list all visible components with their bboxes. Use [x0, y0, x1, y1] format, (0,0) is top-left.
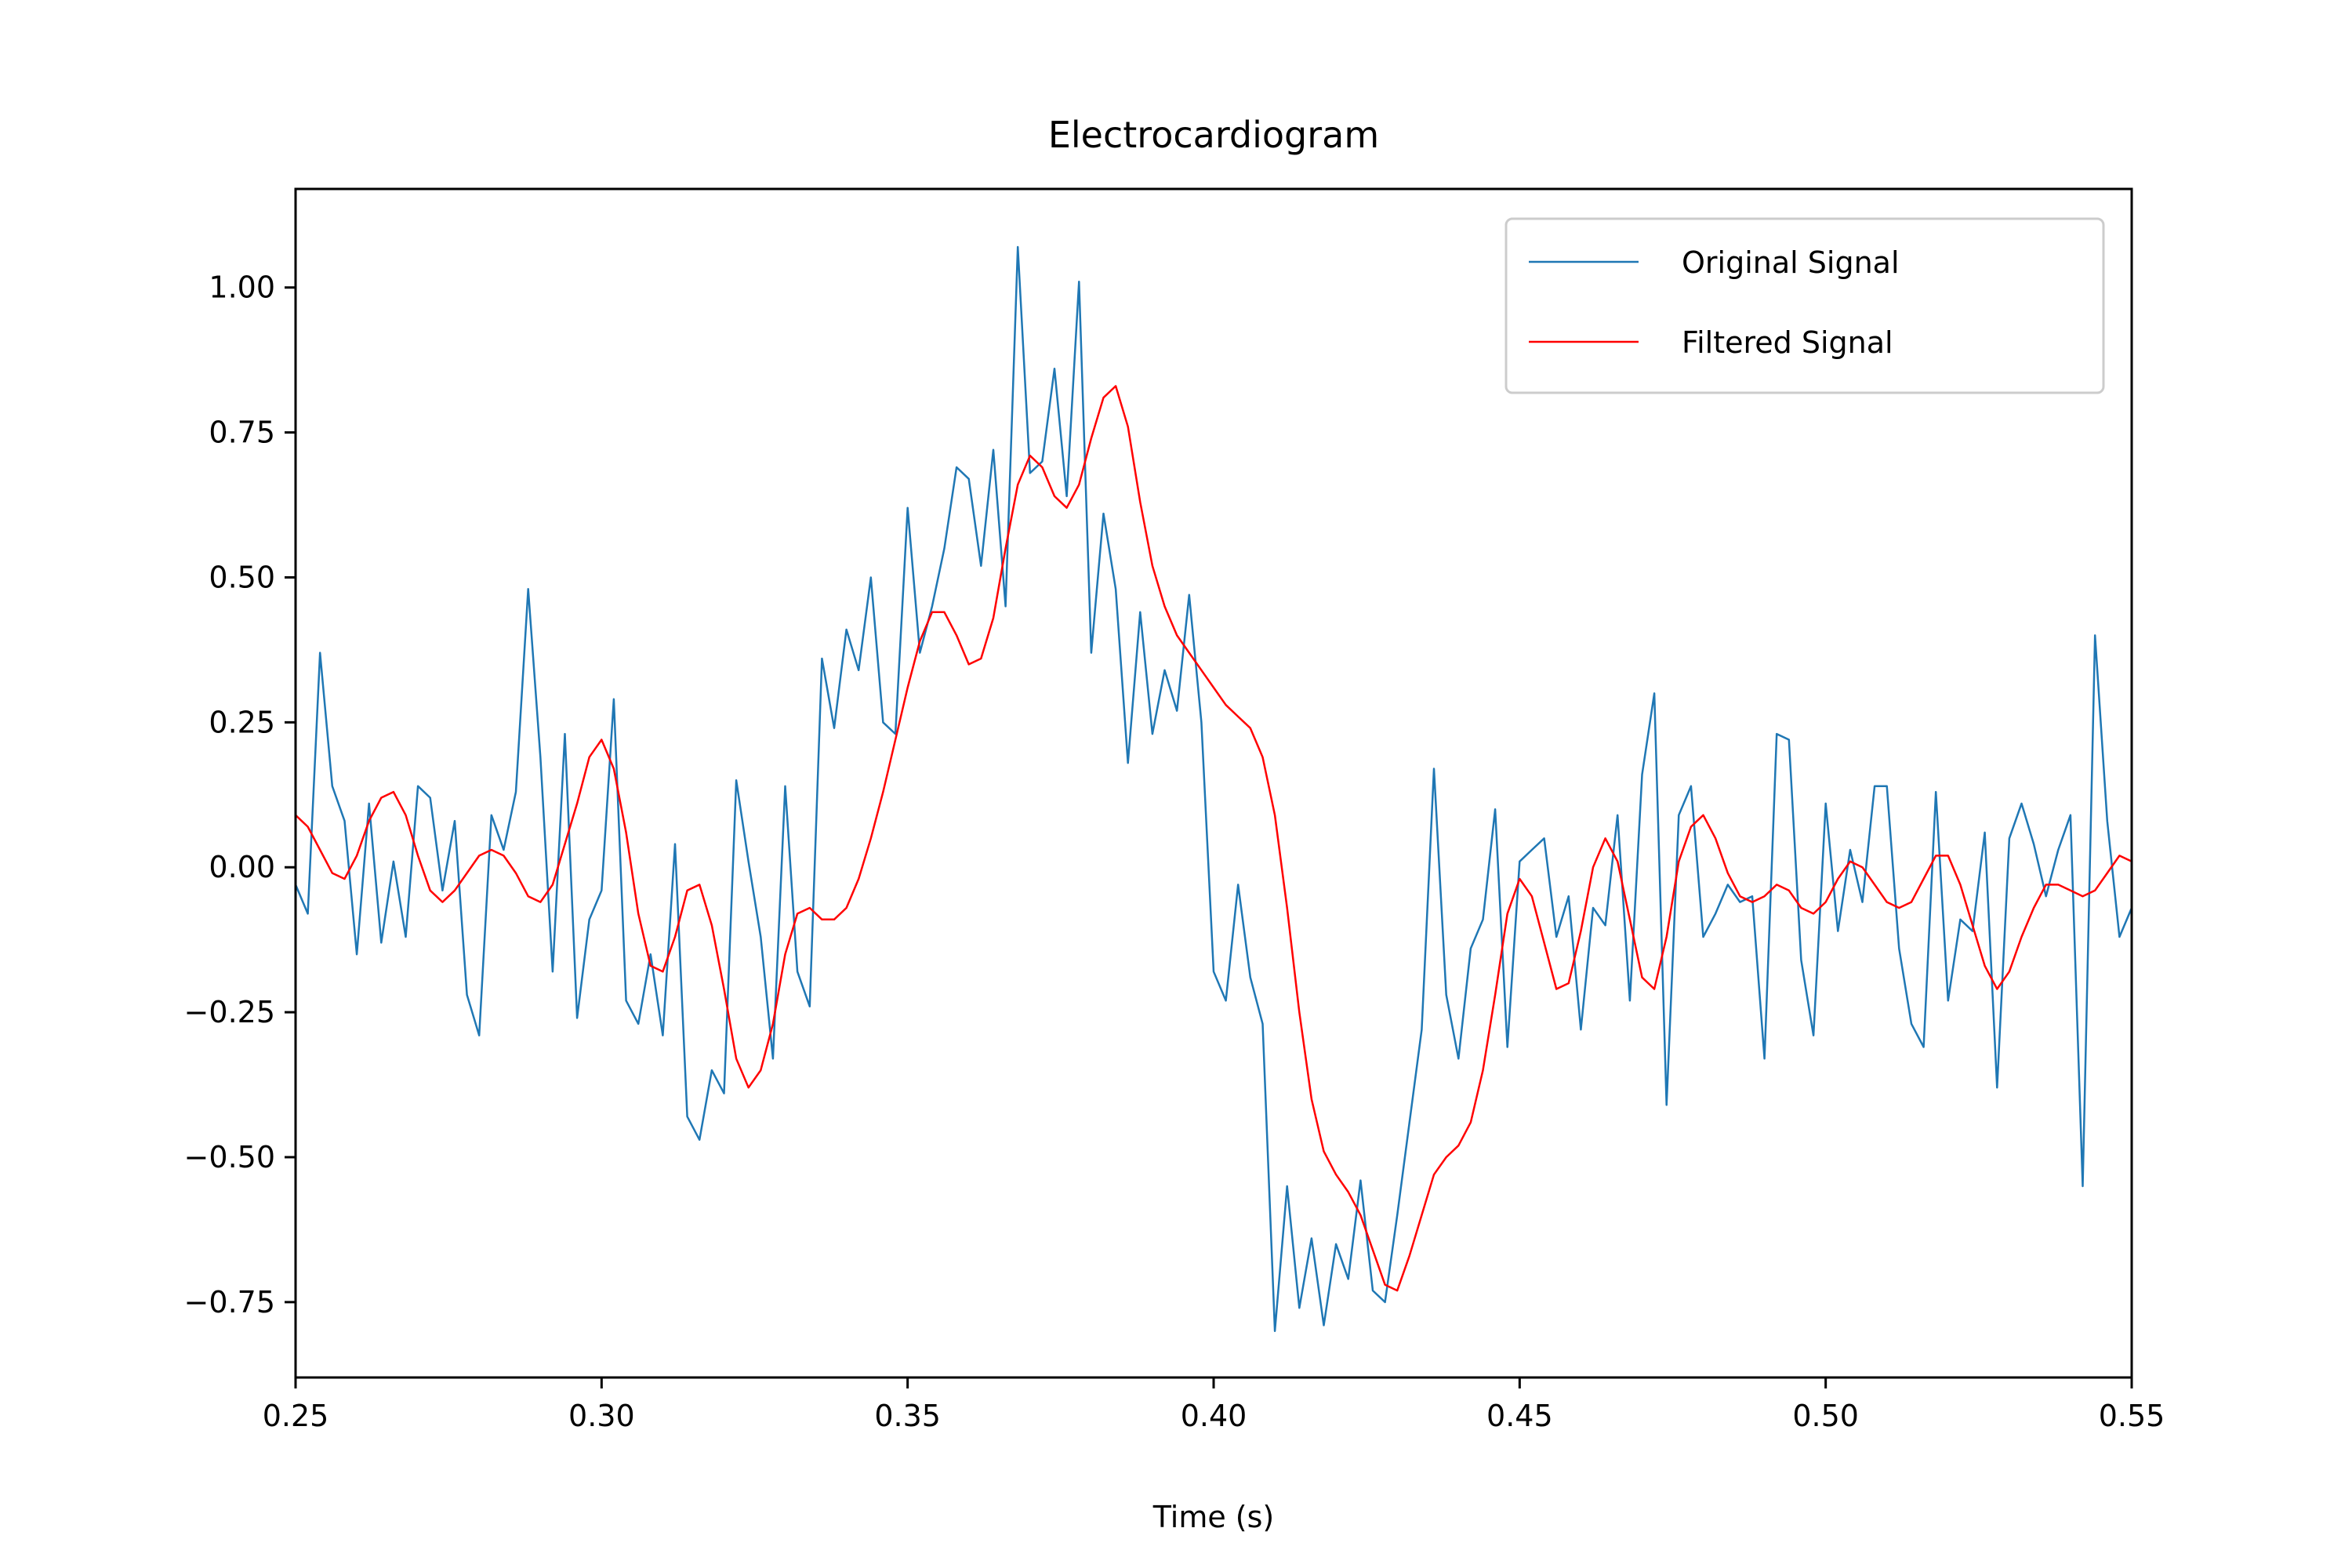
x-tick-label: 0.25: [263, 1399, 329, 1433]
y-tick-label: 0.50: [209, 560, 275, 594]
x-axis-label: Time (s): [1152, 1500, 1275, 1534]
ticks-layer: 0.25 0.30 0.35 0.40 0.45 0.50 0.55 1.00 0.75 0.50…: [184, 270, 2165, 1433]
y-tick-label: 0.75: [209, 416, 275, 450]
chart-title: Electrocardiogram: [1048, 114, 1379, 156]
series-line-original-signal: [296, 245, 2132, 1333]
y-tick-label: −0.25: [184, 995, 275, 1029]
y-tick-label: 0.00: [209, 850, 275, 884]
y-tick-label: 1.00: [209, 270, 275, 305]
x-tick-label: 0.50: [1792, 1399, 1859, 1433]
x-tick-label: 0.55: [2099, 1399, 2165, 1433]
x-tick-label: 0.35: [874, 1399, 941, 1433]
y-tick-label: −0.75: [184, 1285, 275, 1319]
y-tick-label: −0.50: [184, 1140, 275, 1174]
series-layer: [296, 245, 2132, 1333]
legend-label-original: Original Signal: [1682, 245, 1900, 280]
x-tick-label: 0.45: [1486, 1399, 1553, 1433]
y-tick-label: 0.25: [209, 705, 275, 739]
x-tick-label: 0.30: [568, 1399, 635, 1433]
legend: Original Signal Filtered Signal: [1504, 217, 2105, 394]
series-line-filtered-signal: [296, 385, 2132, 1292]
legend-box: [1504, 217, 2105, 394]
legend-label-filtered: Filtered Signal: [1682, 325, 1893, 360]
x-tick-label: 0.40: [1181, 1399, 1247, 1433]
